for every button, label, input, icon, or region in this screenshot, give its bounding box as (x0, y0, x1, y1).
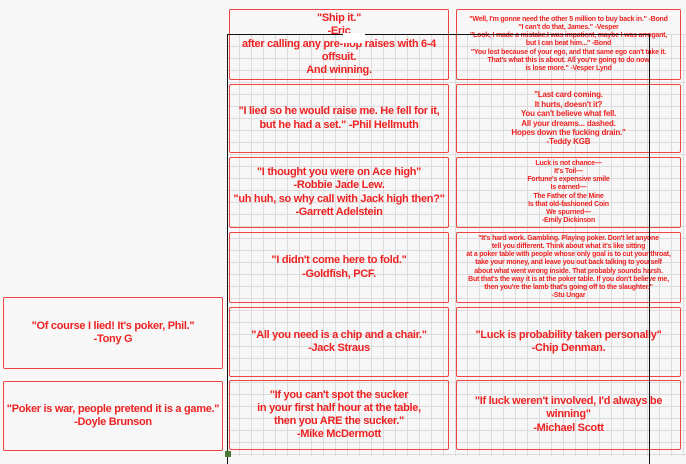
quote-card[interactable]: "I lied so he would raise me. He fell fo… (229, 84, 449, 153)
quote-card[interactable]: "Luck is probability taken personally" -… (456, 307, 681, 377)
redaction-patch (343, 33, 365, 43)
quote-card[interactable]: "If you can't spot the sucker in your fi… (229, 380, 449, 450)
quote-card[interactable]: "All you need is a chip and a chair." -J… (229, 307, 449, 377)
quote-text: "I thought you were on Ace high" -Robbie… (233, 166, 445, 218)
quote-text: "All you need is a chip and a chair." -J… (251, 328, 427, 354)
quote-text: "Last card coming. It hurts, doesn't it?… (511, 90, 626, 147)
quote-card[interactable]: "Well, I'm gonne need the other 5 millio… (456, 9, 681, 80)
quote-text: "It's hard work. Gambling. Playing poker… (466, 234, 671, 300)
quote-text: "Of course I lied! It's poker, Phil." -T… (31, 319, 195, 345)
quote-text: "Ship it." -Eric after calling any pre-f… (241, 11, 437, 77)
quote-card[interactable]: "I thought you were on Ace high" -Robbie… (229, 157, 449, 228)
quote-card[interactable]: "It's hard work. Gambling. Playing poker… (456, 232, 681, 303)
quote-card[interactable]: "If luck weren't involved, I'd always be… (456, 380, 681, 450)
quote-text: Luck is not chance— It's Toil— Fortune's… (527, 159, 610, 225)
quote-card[interactable]: "Ship it." -Eric after calling any pre-f… (229, 9, 449, 80)
quote-text: "If you can't spot the sucker in your fi… (257, 388, 421, 441)
quote-text: "Well, I'm gonne need the other 5 millio… (469, 15, 668, 73)
quote-card[interactable]: "Last card coming. It hurts, doesn't it?… (456, 84, 681, 153)
quote-text: "I lied so he would raise me. He fell fo… (238, 105, 440, 131)
quote-card[interactable]: Luck is not chance— It's Toil— Fortune's… (456, 157, 681, 228)
quote-card[interactable]: "Poker is war, people pretend it is a ga… (3, 381, 223, 451)
quote-text: "If luck weren't involved, I'd always be… (474, 395, 663, 434)
selection-frame (227, 34, 650, 464)
quote-text: "Poker is war, people pretend it is a ga… (6, 402, 220, 428)
quote-card[interactable]: "Of course I lied! It's poker, Phil." -T… (3, 297, 223, 369)
quote-text: "I didn't come here to fold." -Goldfish,… (271, 254, 407, 280)
quote-card[interactable]: "I didn't come here to fold." -Goldfish,… (229, 232, 449, 303)
quote-text: "Luck is probability taken personally" -… (475, 328, 662, 354)
resize-handle[interactable] (225, 451, 231, 457)
